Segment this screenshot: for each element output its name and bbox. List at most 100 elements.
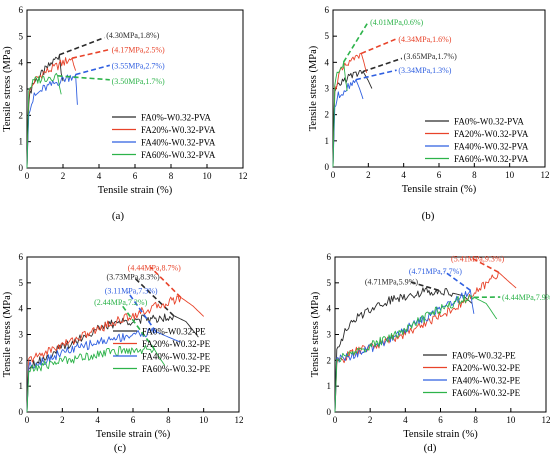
- series-line-1: [332, 70, 373, 168]
- x-tick-label: 2: [368, 415, 373, 425]
- legend-label-1: FA0%-W0.32-PVA: [454, 117, 524, 127]
- x-axis-label: Tensile strain (%): [98, 185, 173, 196]
- series-line-2: [332, 52, 368, 168]
- y-tick-label: 1: [325, 136, 330, 146]
- peak-dash-1: [362, 57, 403, 73]
- series-line-4: [332, 61, 348, 168]
- legend-label-2: FA20%-W0.32-PVA: [454, 129, 529, 139]
- y-tick-label: 6: [19, 252, 24, 262]
- series-line-2: [334, 271, 517, 413]
- y-tick-label: 4: [19, 304, 24, 314]
- y-tick-label: 2: [325, 110, 330, 120]
- peak-annotation-4: (4.44MPa,7.9%): [502, 293, 550, 302]
- y-tick-label: 0: [19, 163, 24, 173]
- y-tick-label: 2: [327, 355, 332, 365]
- panel-label: (b): [422, 210, 435, 222]
- peak-dash-3: [75, 64, 111, 76]
- x-tick-label: 6: [131, 415, 136, 425]
- x-tick-label: 0: [331, 170, 336, 180]
- series-line-2: [26, 57, 77, 169]
- peak-dash-3: [355, 69, 397, 81]
- peak-dash-3: [443, 270, 471, 291]
- y-tick-label: 3: [327, 330, 332, 340]
- peak-dash-1: [408, 280, 439, 292]
- x-tick-label: 2: [60, 415, 65, 425]
- y-tick-label: 3: [19, 84, 24, 94]
- x-tick-label: 10: [506, 415, 516, 425]
- peak-dash-2: [150, 266, 182, 298]
- y-tick-label: 6: [325, 5, 330, 15]
- x-tick-label: 12: [542, 415, 550, 425]
- y-tick-label: 5: [19, 278, 24, 288]
- series-line-4: [334, 294, 498, 413]
- y-tick-label: 4: [327, 304, 332, 314]
- x-tick-label: 10: [505, 170, 515, 180]
- y-axis-label: Tensile stress (MPa): [2, 291, 13, 377]
- peak-annotation-3: (3.11MPa,7.3%): [105, 287, 158, 296]
- peak-annotation-3: (3.55MPa,2.7%): [112, 61, 165, 70]
- peak-annotation-1: (3.65MPa,1.7%): [404, 52, 457, 61]
- y-tick-label: 1: [327, 381, 332, 391]
- panel-label: (c): [114, 442, 127, 454]
- legend-label-4: FA60%-W0.32-PVA: [454, 154, 529, 164]
- x-tick-label: 0: [333, 415, 338, 425]
- legend-label-4: FA60%-W0.32-PVA: [141, 150, 216, 160]
- y-tick-label: 4: [325, 57, 330, 67]
- x-tick-label: 4: [401, 170, 406, 180]
- peak-annotation-2: (4.34MPa,1.6%): [398, 35, 451, 44]
- x-axis-label: Tensile strain (%): [96, 429, 171, 440]
- x-tick-label: 0: [25, 415, 30, 425]
- legend-label-1: FA0%-W0.32-PVA: [141, 113, 211, 123]
- series-line-3: [334, 289, 475, 413]
- y-axis-label: Tensile stress (MPa): [310, 291, 321, 377]
- series-line-3: [26, 74, 78, 169]
- series-line-3: [26, 327, 181, 413]
- x-tick-label: 12: [239, 171, 248, 181]
- y-tick-label: 0: [327, 407, 332, 417]
- legend-label-1: FA0%-W0.32-PE: [142, 327, 206, 337]
- x-tick-label: 2: [366, 170, 371, 180]
- panel-label: (d): [424, 442, 437, 454]
- y-tick-label: 6: [327, 252, 332, 262]
- y-tick-label: 1: [19, 137, 24, 147]
- x-tick-label: 10: [203, 171, 213, 181]
- legend-label-4: FA60%-W0.32-PE: [452, 388, 521, 398]
- x-tick-label: 0: [25, 171, 30, 181]
- panel-label: (a): [112, 210, 125, 222]
- y-tick-label: 4: [19, 58, 24, 68]
- peak-dash-2: [71, 48, 110, 59]
- y-axis-label: Tensile stress (MPa): [2, 46, 13, 132]
- peak-dash-2: [360, 38, 397, 55]
- y-tick-label: 0: [325, 162, 330, 172]
- peak-annotation-4: (3.50MPa,1.7%): [112, 77, 165, 86]
- x-tick-label: 6: [437, 170, 442, 180]
- y-tick-label: 3: [325, 84, 330, 94]
- x-tick-label: 4: [403, 415, 408, 425]
- x-tick-label: 12: [235, 415, 244, 425]
- peak-dash-4: [57, 75, 110, 81]
- legend-label-2: FA20%-W0.32-PE: [142, 339, 211, 349]
- peak-annotation-2: (4.17MPa,2.5%): [112, 46, 165, 55]
- y-tick-label: 5: [19, 31, 24, 41]
- peak-annotation-1: (3.73MPa,8.3%): [107, 272, 160, 281]
- y-tick-label: 2: [19, 355, 24, 365]
- legend-label-3: FA40%-W0.32-PE: [452, 376, 521, 386]
- x-axis-label: Tensile strain (%): [402, 184, 477, 195]
- y-tick-label: 2: [19, 110, 24, 120]
- series-line-3: [332, 79, 364, 168]
- x-tick-label: 8: [169, 171, 174, 181]
- legend-label-1: FA0%-W0.32-PE: [452, 351, 516, 361]
- peak-dash-3: [127, 291, 157, 333]
- x-tick-label: 12: [541, 170, 550, 180]
- y-tick-label: 5: [327, 278, 332, 288]
- peak-dash-4: [119, 303, 155, 350]
- series-line-4: [26, 72, 62, 169]
- peak-dash-2: [471, 257, 499, 273]
- legend-label-4: FA60%-W0.32-PE: [142, 364, 211, 374]
- x-tick-label: 8: [473, 415, 478, 425]
- peak-dash-1: [132, 275, 175, 317]
